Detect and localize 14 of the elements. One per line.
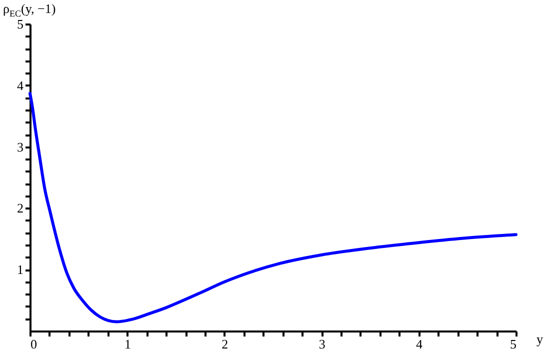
x-tick-label: 1 — [124, 336, 131, 352]
x-tick-label: 2 — [222, 336, 228, 352]
x-tick-label: 4 — [416, 336, 424, 352]
y-tick-label: 5 — [17, 16, 24, 32]
x-tick-label: 3 — [318, 336, 326, 352]
line-series — [28, 92, 518, 324]
x-axis-title: y — [536, 332, 544, 346]
y-tick-label: 4 — [17, 78, 24, 93]
y-tick-label: 3 — [17, 139, 24, 154]
y-tick-label: 2 — [17, 200, 24, 216]
x-tick-label: 0 — [30, 336, 37, 352]
y-axis-title: ρ$_{EC}$(y, −1) — [3, 1, 56, 19]
x-tick-label: 5 — [510, 336, 516, 352]
y-tick-label: 1 — [17, 262, 24, 278]
